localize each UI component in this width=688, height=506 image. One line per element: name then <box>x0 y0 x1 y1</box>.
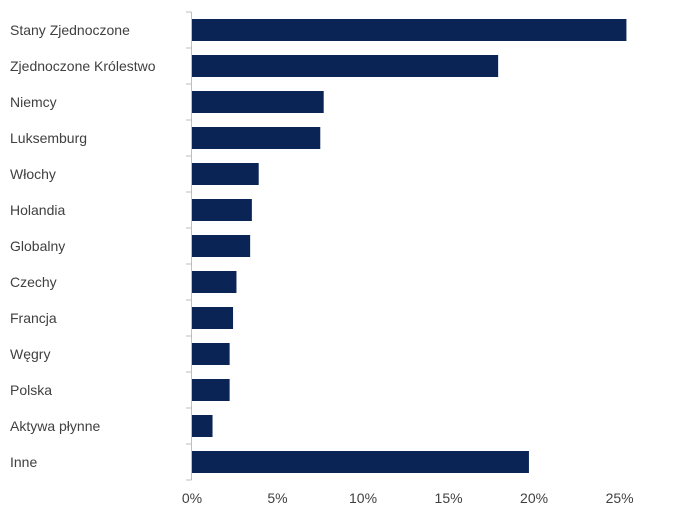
category-label: Czechy <box>10 274 57 290</box>
category-label: Luksemburg <box>10 130 87 146</box>
bar <box>192 163 259 185</box>
category-label: Niemcy <box>10 94 57 110</box>
bar <box>192 451 529 473</box>
x-tick-labels: 0% 5% 10% 15% 20% 25% <box>182 490 634 506</box>
category-label: Francja <box>10 310 57 326</box>
x-tick-label: 20% <box>520 490 548 506</box>
bar <box>192 343 230 365</box>
axes <box>186 11 192 481</box>
category-label: Globalny <box>10 238 65 254</box>
category-label: Polska <box>10 382 52 398</box>
bar <box>192 199 252 221</box>
bar <box>192 127 321 149</box>
x-tick-label: 15% <box>435 490 463 506</box>
category-label: Węgry <box>10 346 50 362</box>
category-labels: Stany Zjednoczone Zjednoczone Królestwo Ni… <box>10 22 156 470</box>
category-label: Włochy <box>10 166 56 182</box>
bar <box>192 379 230 401</box>
category-label: Holandia <box>10 202 65 218</box>
x-tick-label: 25% <box>606 490 634 506</box>
category-label: Inne <box>10 454 37 470</box>
x-tick-label: 0% <box>182 490 202 506</box>
bar <box>192 415 213 437</box>
bar <box>192 307 234 329</box>
bars <box>192 19 627 473</box>
category-label: Stany Zjednoczone <box>10 22 130 38</box>
category-label: Zjednoczone Królestwo <box>10 58 156 74</box>
bar <box>192 235 251 257</box>
bar <box>192 19 627 41</box>
x-tick-label: 10% <box>349 490 377 506</box>
bar <box>192 91 324 113</box>
bar <box>192 55 499 77</box>
category-label: Aktywa płynne <box>10 418 100 434</box>
bar <box>192 271 237 293</box>
x-tick-label: 5% <box>267 490 287 506</box>
